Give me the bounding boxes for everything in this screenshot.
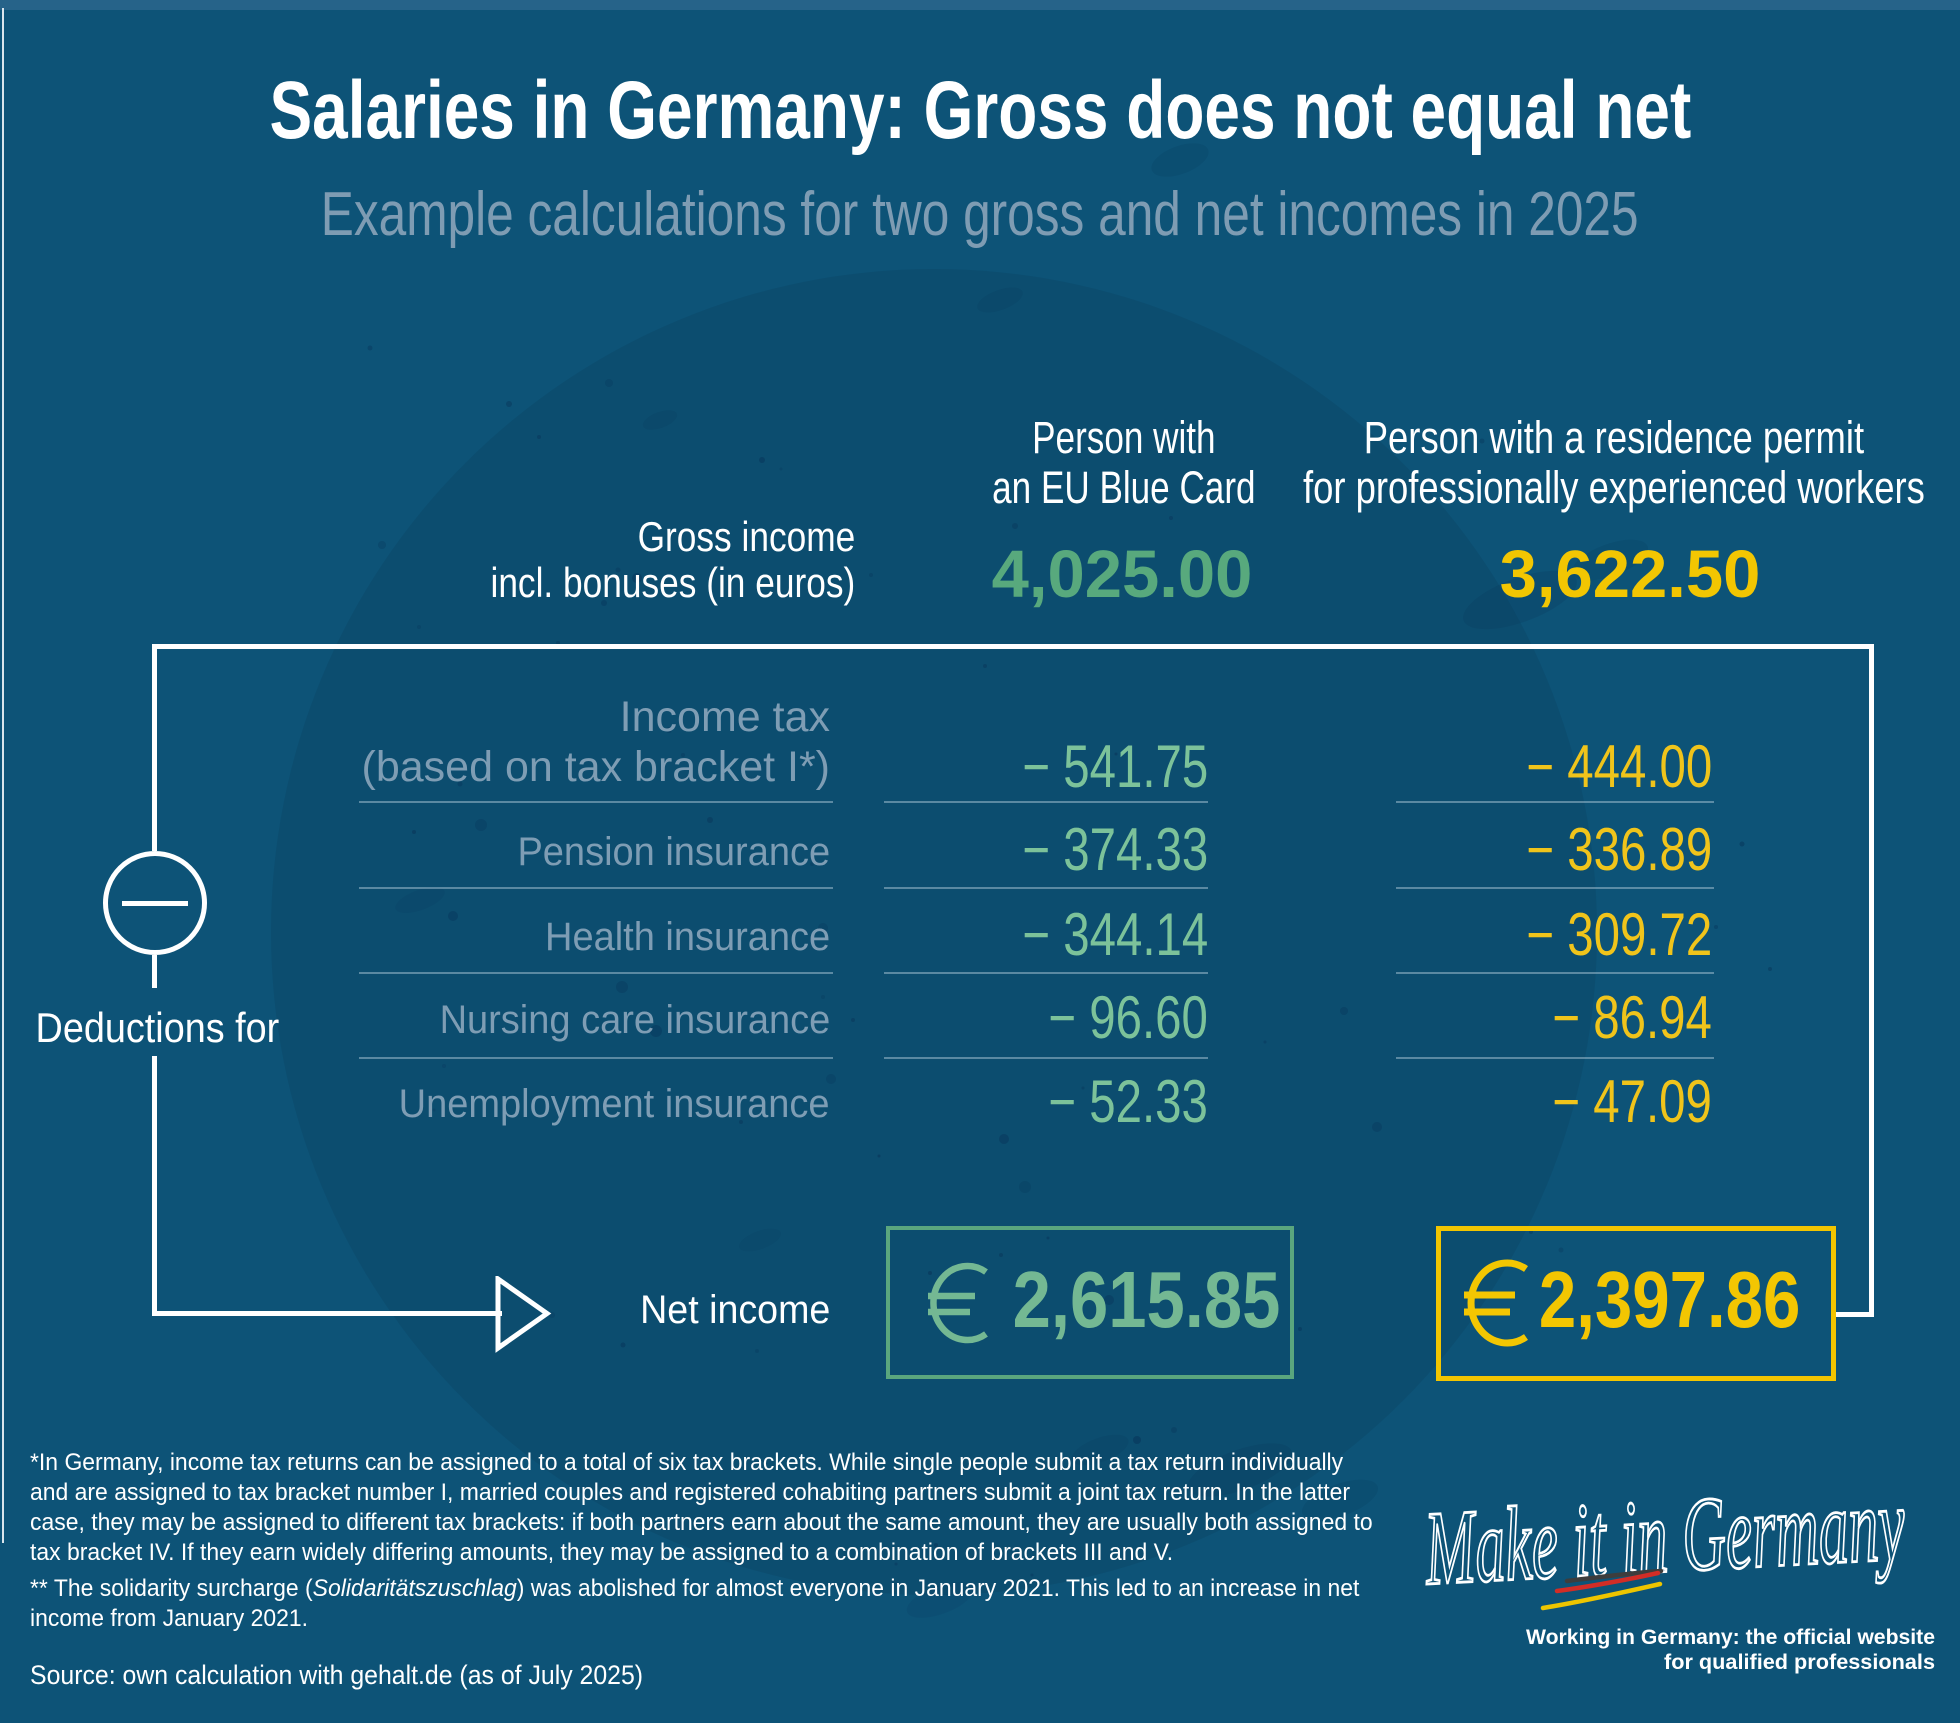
svg-text:for qualified professionals: for qualified professionals <box>1664 1651 1935 1674</box>
svg-text:Make it in Germany: Make it in Germany <box>1421 1465 1908 1607</box>
svg-text:Working in Germany: the offici: Working in Germany: the official website <box>1526 1626 1935 1649</box>
